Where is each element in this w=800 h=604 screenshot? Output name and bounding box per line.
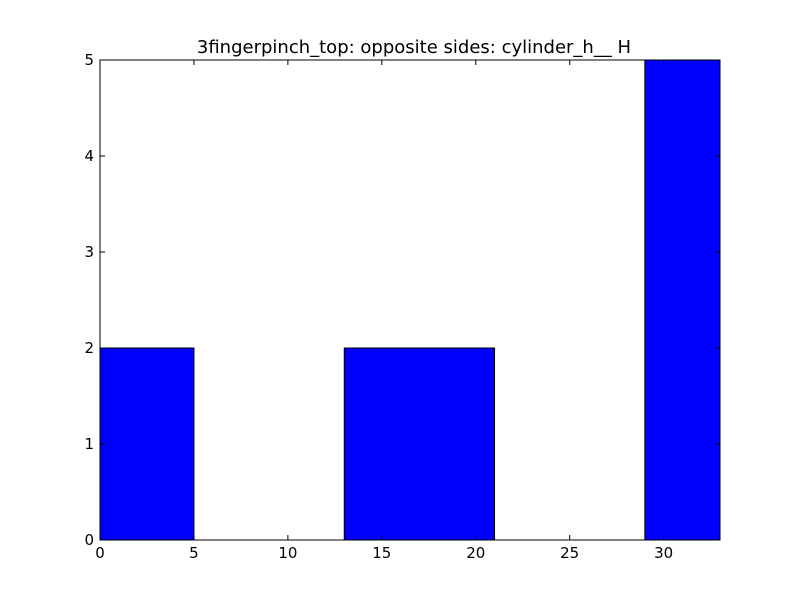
- x-tick-label: 0: [95, 544, 105, 562]
- bar-1: [343, 347, 496, 541]
- y-tick-label: 1: [84, 435, 94, 453]
- y-tick-label: 5: [84, 51, 94, 69]
- chart-title: 3fingerpinch_top: opposite sides: cylind…: [197, 37, 631, 58]
- x-tick-label: 25: [560, 544, 579, 562]
- x-tick-label: 30: [654, 544, 673, 562]
- x-tick-label: 5: [189, 544, 199, 562]
- y-tick-label: 2: [84, 339, 94, 357]
- y-tick-label: 0: [84, 531, 94, 549]
- bars-layer: [99, 59, 721, 541]
- bar-2: [644, 59, 721, 541]
- x-tick-label: 10: [278, 544, 297, 562]
- y-tick-label: 4: [84, 147, 94, 165]
- ticks-layer: 0 5 10 15 20 25 30 0 1 2 3 4 5: [84, 51, 720, 562]
- bar-0: [99, 347, 195, 541]
- plot-frame: [99, 59, 721, 541]
- x-tick-label: 15: [372, 544, 391, 562]
- y-tick-label: 3: [84, 243, 94, 261]
- x-tick-label: 20: [466, 544, 485, 562]
